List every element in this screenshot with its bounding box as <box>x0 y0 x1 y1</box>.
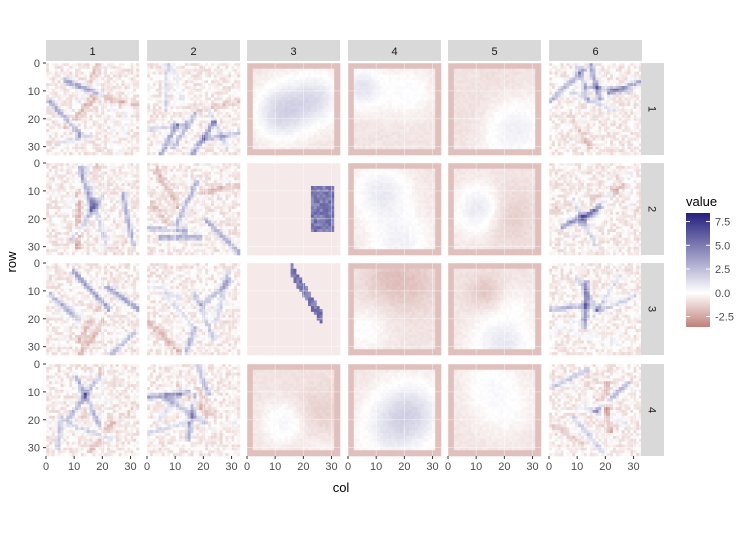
x-tick-label: 10 <box>571 461 583 473</box>
legend-title: value <box>686 194 717 209</box>
strip-right-label-4: 4 <box>646 407 658 413</box>
y-tick-label: 10 <box>28 186 40 198</box>
facet-panel-r4-c3 <box>247 364 340 456</box>
strip-top-label-6: 6 <box>592 46 598 58</box>
x-tick-label: 10 <box>370 461 382 473</box>
x-tick-label: 30 <box>627 461 639 473</box>
facet-panel-r2-c4 <box>348 163 441 255</box>
y-tick-label: 30 <box>28 443 40 455</box>
facet-panel-r3-c2 <box>147 263 240 355</box>
x-tick-label: 30 <box>325 461 337 473</box>
strip-top-label-1: 1 <box>89 46 95 58</box>
legend: value 7.5 5.0 2.5 0.0 -2.5 <box>686 194 734 327</box>
x-tick-label: 0 <box>345 461 351 473</box>
y-tick-label: 0 <box>34 258 40 270</box>
legend-label: 5.0 <box>715 240 730 252</box>
x-tick-label: 0 <box>244 461 250 473</box>
x-tick-label: 10 <box>169 461 181 473</box>
strip-top-label-5: 5 <box>491 46 497 58</box>
legend-label: 2.5 <box>715 264 730 276</box>
y-tick-label: 20 <box>28 314 40 326</box>
x-tick-label: 20 <box>498 461 510 473</box>
y-tick-label: 20 <box>28 214 40 226</box>
x-tick-label: 10 <box>269 461 281 473</box>
strip-top-label-4: 4 <box>391 46 397 58</box>
y-tick-label: 0 <box>34 158 40 170</box>
x-tick-label: 0 <box>43 461 49 473</box>
x-tick-label: 20 <box>96 461 108 473</box>
y-tick-label: 0 <box>34 58 40 70</box>
strip-right-label-2: 2 <box>646 206 658 212</box>
y-tick-label: 30 <box>28 342 40 354</box>
facet-panel-r2-c1 <box>46 163 139 255</box>
facet-panel-r1-c4 <box>348 63 441 155</box>
facet-panel-r2-c3 <box>247 163 340 255</box>
x-tick-label: 30 <box>426 461 438 473</box>
x-tick-label: 30 <box>225 461 237 473</box>
y-tick-label: 20 <box>28 415 40 427</box>
y-tick-label: 30 <box>28 242 40 254</box>
facet-panel-r3-c4 <box>348 263 441 355</box>
facet-panel-r4-c1 <box>46 364 139 456</box>
facet-panel-r1-c5 <box>448 63 541 155</box>
facet-panel-r3-c3 <box>247 263 340 355</box>
legend-label: -2.5 <box>715 312 734 324</box>
x-tick-label: 20 <box>398 461 410 473</box>
facet-panel-r4-c6 <box>549 364 642 456</box>
strip-right-label-1: 1 <box>646 106 658 112</box>
y-tick-label: 30 <box>28 142 40 154</box>
legend-label: 0.0 <box>715 288 730 300</box>
strip-top-label-2: 2 <box>190 46 196 58</box>
legend-colorbar <box>686 213 710 327</box>
y-tick-label: 20 <box>28 114 40 126</box>
x-tick-label: 20 <box>197 461 209 473</box>
facet-panel-r3-c6 <box>549 263 642 355</box>
x-tick-label: 0 <box>445 461 451 473</box>
facet-panel-r4-c5 <box>448 364 541 456</box>
facet-panel-r1-c3 <box>247 63 340 155</box>
facet-panels <box>46 63 642 456</box>
x-tick-label: 0 <box>144 461 150 473</box>
facet-panel-r1-c1 <box>46 63 139 155</box>
x-tick-label: 10 <box>68 461 80 473</box>
facet-panel-r3-c5 <box>448 263 541 355</box>
x-tick-label: 30 <box>124 461 136 473</box>
strip-top-label-3: 3 <box>290 46 296 58</box>
facet-panel-r4-c4 <box>348 364 441 456</box>
y-tick-label: 10 <box>28 86 40 98</box>
legend-label: 7.5 <box>715 217 730 229</box>
x-tick-label: 10 <box>470 461 482 473</box>
strip-right-label-3: 3 <box>646 306 658 312</box>
facet-panel-r2-c2 <box>147 163 240 255</box>
y-tick-label: 10 <box>28 286 40 298</box>
y-tick-label: 0 <box>34 359 40 371</box>
facet-panel-r3-c1 <box>46 263 139 355</box>
facet-panel-r2-c6 <box>549 163 642 255</box>
x-tick-label: 20 <box>599 461 611 473</box>
x-tick-label: 20 <box>297 461 309 473</box>
facet-panel-r4-c2 <box>147 364 240 456</box>
facet-panel-r2-c5 <box>448 163 541 255</box>
facet-panel-r1-c2 <box>147 63 240 155</box>
x-tick-label: 30 <box>526 461 538 473</box>
facet-panel-r1-c6 <box>549 63 642 155</box>
y-tick-label: 10 <box>28 387 40 399</box>
x-axis-title: col <box>333 480 350 495</box>
y-axis-title: row <box>4 251 19 273</box>
x-tick-label: 0 <box>546 461 552 473</box>
